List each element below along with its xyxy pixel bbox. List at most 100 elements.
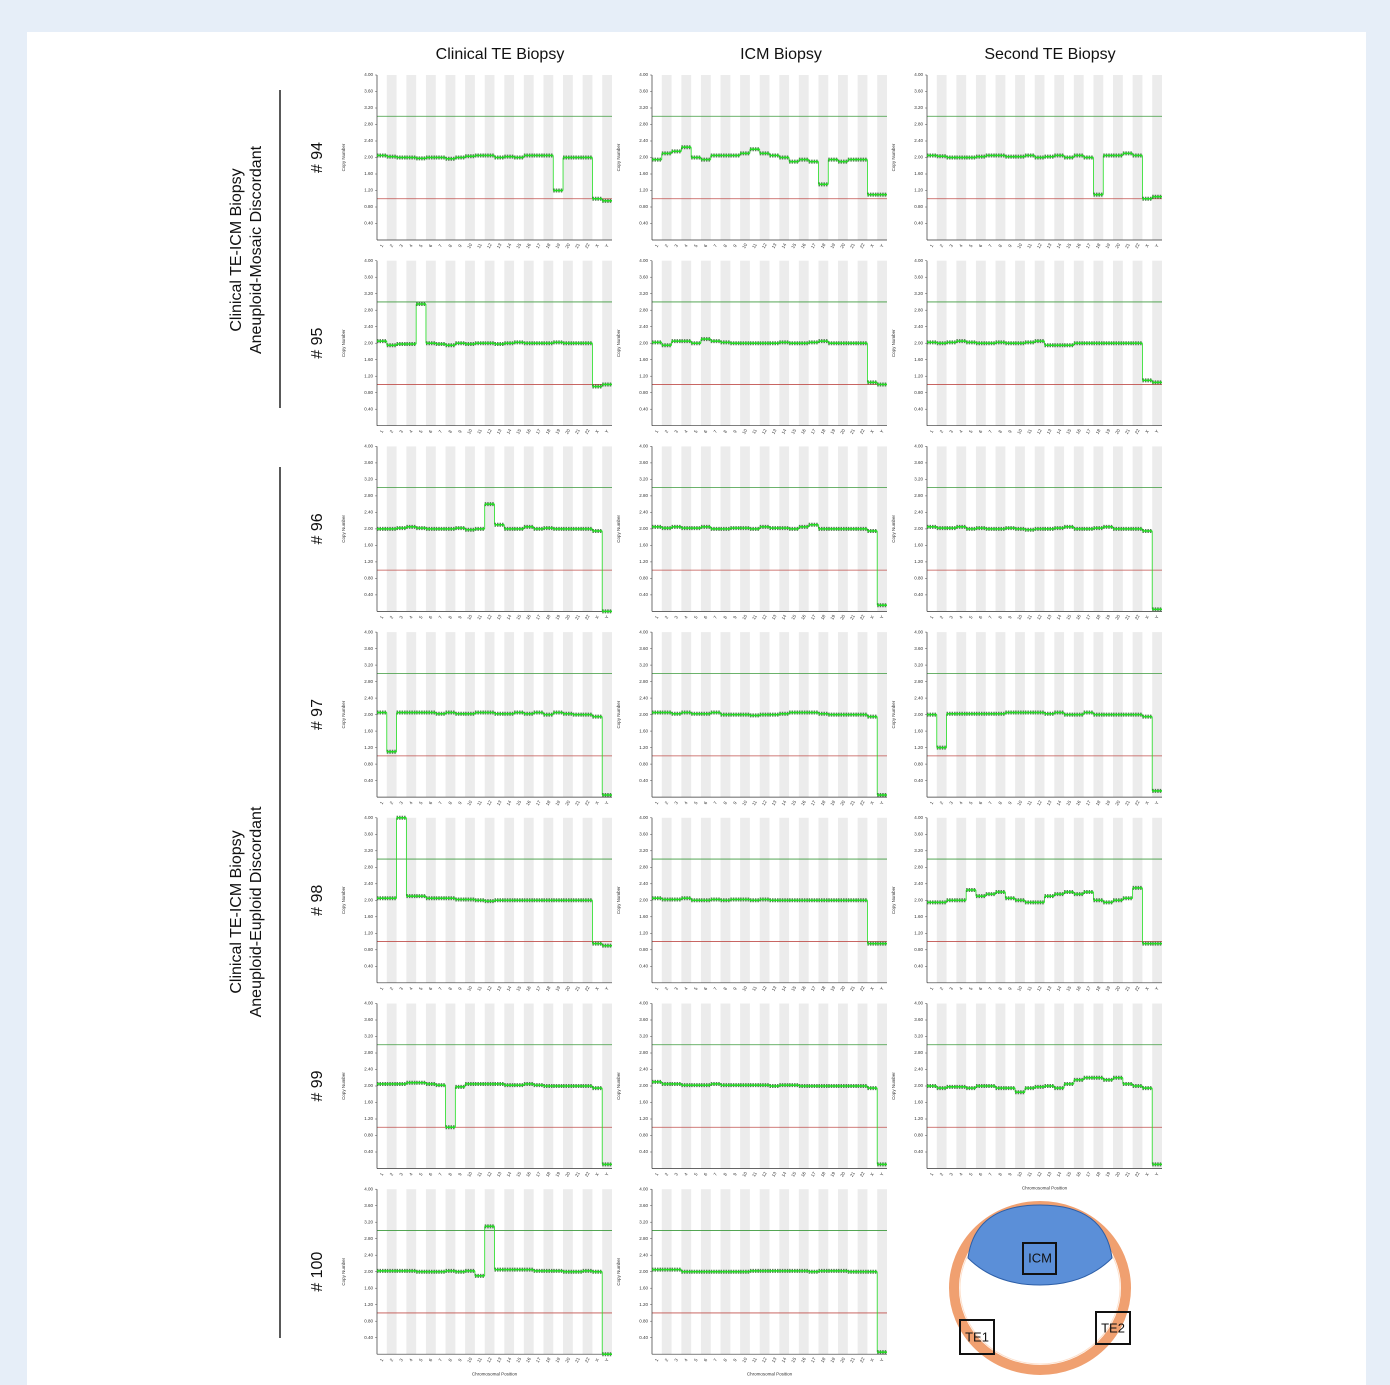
- y-tick-label: 4.00: [914, 444, 923, 449]
- y-tick-label: 3.60: [364, 1017, 373, 1022]
- chromosome-band: [484, 817, 495, 983]
- chromosome-band: [406, 817, 417, 983]
- x-tick-label: 11: [476, 1171, 483, 1178]
- x-tick-label: 6: [703, 800, 709, 805]
- chromosome-band: [681, 817, 692, 983]
- y-tick-label: 2.00: [639, 340, 648, 345]
- x-tick-label: 19: [829, 242, 836, 249]
- y-tick-label: 0.40: [639, 592, 648, 597]
- y-tick-label: 2.40: [914, 138, 923, 143]
- chromosome-band: [445, 632, 456, 798]
- x-tick-label: 4: [683, 243, 689, 248]
- x-tick-label: 10: [1016, 242, 1023, 249]
- x-tick-label: 18: [820, 428, 827, 435]
- x-tick-label: 2: [939, 243, 945, 248]
- x-tick-label: 4: [683, 429, 689, 434]
- x-tick-label: 17: [810, 1171, 817, 1178]
- x-tick-label: 19: [554, 428, 561, 435]
- y-tick-label: 3.20: [639, 1034, 648, 1039]
- x-tick-label: 18: [820, 985, 827, 992]
- y-tick-label: 1.20: [364, 373, 373, 378]
- x-tick-label: 15: [515, 242, 522, 249]
- x-tick-label: 19: [829, 1356, 836, 1363]
- chromosome-band: [465, 75, 475, 240]
- x-tick-label: 7: [713, 243, 719, 248]
- x-tick-label: 20: [564, 985, 571, 992]
- chromosome-band: [720, 260, 731, 426]
- chromosome-band: [759, 1189, 770, 1355]
- x-tick-label: 19: [1104, 242, 1111, 249]
- x-tick-label: 19: [554, 799, 561, 806]
- chromosome-band: [877, 260, 887, 426]
- x-tick-label: 21: [849, 1171, 856, 1178]
- y-tick-label: 2.00: [364, 712, 373, 717]
- x-tick-label: 8: [722, 1357, 728, 1362]
- x-tick-label: 21: [574, 1171, 581, 1178]
- x-tick-label: 11: [476, 428, 483, 435]
- x-tick-label: 9: [1007, 614, 1013, 619]
- x-tick-label: 11: [1026, 614, 1033, 621]
- chromosome-band: [700, 632, 711, 798]
- y-tick-label: 2.00: [914, 712, 923, 717]
- x-tick-label: Y: [604, 800, 610, 805]
- column-title: Clinical TE Biopsy: [436, 46, 565, 63]
- y-tick-label: 4.00: [914, 72, 923, 77]
- x-tick-label: 22: [1134, 799, 1141, 806]
- chromosome-band: [1073, 1003, 1084, 1169]
- y-tick-label: 4.00: [639, 258, 648, 263]
- chromosome-band: [406, 446, 417, 612]
- y-tick-label: 2.00: [364, 526, 373, 531]
- y-tick-label: 2.80: [914, 122, 923, 127]
- x-tick-label: 9: [457, 1172, 463, 1177]
- y-tick-label: 4.00: [364, 1001, 373, 1006]
- y-tick-label: 4.00: [639, 444, 648, 449]
- chromosome-band: [1113, 75, 1123, 240]
- row-label: # 96: [309, 513, 326, 544]
- x-tick-label: 20: [564, 1356, 571, 1363]
- chromosome-band: [445, 1003, 456, 1169]
- x-tick-label: X: [1144, 429, 1150, 434]
- chromosome-band: [602, 1189, 612, 1355]
- x-tick-label: 3: [398, 986, 404, 991]
- x-tick-label: 16: [525, 799, 532, 806]
- y-tick-label: 3.20: [914, 477, 923, 482]
- x-tick-label: X: [594, 429, 600, 434]
- x-tick-label: 11: [751, 985, 758, 992]
- x-tick-label: 12: [1036, 242, 1043, 249]
- x-tick-label: 22: [1134, 242, 1141, 249]
- x-tick-label: 19: [829, 985, 836, 992]
- y-tick-label: 0.80: [364, 204, 373, 209]
- group-label: Aneuploid-Euploid Discordant: [248, 806, 265, 1017]
- x-tick-label: 5: [418, 1357, 424, 1362]
- chromosome-band: [661, 446, 672, 612]
- x-tick-label: 22: [1134, 1171, 1141, 1178]
- x-tick-label: 7: [988, 429, 994, 434]
- x-tick-label: 20: [1114, 242, 1121, 249]
- y-tick-label: 2.80: [639, 122, 648, 127]
- y-tick-label: 2.80: [639, 1236, 648, 1241]
- y-tick-label: 2.00: [914, 1083, 923, 1088]
- x-tick-label: 2: [939, 800, 945, 805]
- x-tick-label: 3: [673, 614, 679, 619]
- x-tick-label: 6: [428, 986, 434, 991]
- x-tick-label: 22: [584, 613, 591, 620]
- x-tick-label: 9: [732, 1172, 738, 1177]
- x-tick-label: 2: [939, 1172, 945, 1177]
- x-tick-label: 13: [771, 242, 778, 249]
- chromosome-band: [700, 75, 711, 240]
- x-tick-label: 20: [839, 1171, 846, 1178]
- y-tick-label: 2.40: [639, 1067, 648, 1072]
- y-tick-label: 0.80: [914, 576, 923, 581]
- x-tick-label: 5: [693, 243, 699, 248]
- x-tick-label: Y: [604, 1357, 610, 1362]
- chromosome-band: [1054, 75, 1065, 240]
- chromosome-band: [838, 1189, 848, 1355]
- x-tick-label: 2: [389, 614, 395, 619]
- y-axis-label: Copy Number: [341, 886, 346, 914]
- x-tick-label: 22: [859, 242, 866, 249]
- chromosome-band: [798, 632, 809, 798]
- x-tick-label: 17: [810, 428, 817, 435]
- x-tick-label: 6: [428, 1172, 434, 1177]
- x-tick-label: 17: [1085, 985, 1092, 992]
- y-axis-label: Copy Number: [891, 1072, 896, 1100]
